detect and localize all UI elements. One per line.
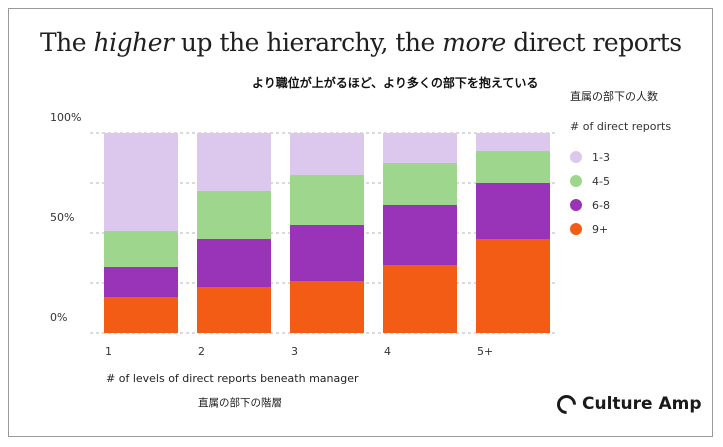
- legend-item: 9+: [570, 217, 720, 241]
- bar-segment: [290, 133, 364, 175]
- x-tick-label: 2: [198, 345, 205, 358]
- legend-swatch: [570, 151, 582, 163]
- bar-segment: [104, 231, 178, 267]
- bar-segment: [197, 191, 271, 239]
- legend-label: 6-8: [592, 198, 610, 212]
- legend-item: 6-8: [570, 193, 720, 217]
- bar-segment: [290, 175, 364, 225]
- bar-segment: [104, 133, 178, 231]
- bar-segment: [197, 133, 271, 191]
- legend-label: 4-5: [592, 174, 610, 188]
- logo-text: Culture Amp: [582, 394, 702, 414]
- bar-segment: [290, 225, 364, 281]
- x-tick-label: 1: [105, 345, 112, 358]
- bar-segment: [476, 151, 550, 183]
- bar-segment: [476, 133, 550, 151]
- bar-segment: [197, 287, 271, 333]
- legend-title-jp: 直属の部下の人数: [570, 90, 658, 103]
- bar-segment: [104, 267, 178, 297]
- legend-swatch: [570, 223, 582, 235]
- bar-segment: [476, 183, 550, 239]
- x-tick-label: 3: [291, 345, 298, 358]
- x-axis-label: # of levels of direct reports beneath ma…: [106, 372, 359, 385]
- legend-label: 9+: [592, 222, 609, 236]
- bar-segment: [383, 205, 457, 265]
- bar-segment: [383, 265, 457, 333]
- y-tick-label: 50%: [50, 211, 74, 224]
- bar-segment: [290, 281, 364, 333]
- legend-swatch: [570, 175, 582, 187]
- legend-item: 4-5: [570, 169, 720, 193]
- x-tick-label: 5+: [477, 345, 493, 358]
- x-axis-label-jp: 直属の部下の階層: [198, 397, 282, 409]
- bar-segment: [476, 239, 550, 333]
- y-tick-label: 0%: [50, 311, 67, 324]
- bar-segment: [104, 297, 178, 333]
- bar-segment: [383, 133, 457, 163]
- bar-segment: [197, 239, 271, 287]
- culture-amp-logo-icon: [553, 390, 580, 418]
- chart-title: The higher up the hierarchy, the more di…: [40, 28, 682, 57]
- y-tick-label: 100%: [50, 111, 81, 124]
- culture-amp-logo: Culture Amp: [553, 390, 702, 418]
- legend-item: 1-3: [570, 145, 720, 169]
- legend-swatch: [570, 199, 582, 211]
- chart-subtitle-jp: より職位が上がるほど、より多くの部下を抱えている: [252, 76, 539, 90]
- legend-label: 1-3: [592, 150, 610, 164]
- legend: 直属の部下の人数 # of direct reports 1-3 4-5 6-8…: [570, 88, 720, 241]
- bar-segment: [383, 163, 457, 205]
- x-tick-label: 4: [384, 345, 391, 358]
- legend-title: # of direct reports: [570, 120, 672, 133]
